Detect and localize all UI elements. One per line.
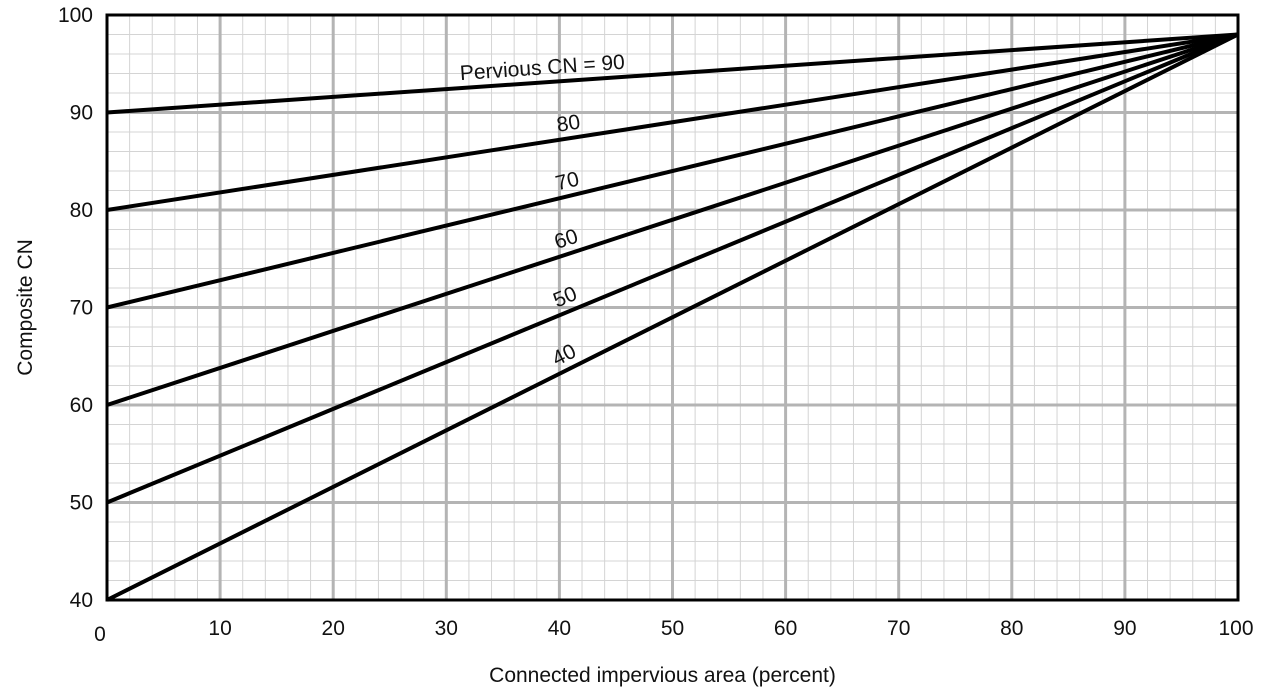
x-tick-label: 70 xyxy=(887,617,910,640)
x-tick-label: 90 xyxy=(1113,617,1136,640)
x-tick-label: 20 xyxy=(322,617,345,640)
x-tick-label: 100 xyxy=(1218,617,1253,640)
x-axis-title: Connected impervious area (percent) xyxy=(489,664,836,687)
series-line-90 xyxy=(106,32,1239,115)
x-tick-label: 40 xyxy=(548,617,571,640)
x-tick-label: 50 xyxy=(661,617,684,640)
x-tick-label: 30 xyxy=(435,617,458,640)
y-tick-label: 80 xyxy=(70,199,93,222)
series-label-80: 80 xyxy=(555,111,582,137)
x-tick-label: 60 xyxy=(774,617,797,640)
series-label-70: 70 xyxy=(553,168,581,196)
series-lines xyxy=(106,32,1239,602)
y-tick-label: 90 xyxy=(70,102,93,125)
y-axis-title: Composite CN xyxy=(14,239,37,376)
x-tick-label: 0 xyxy=(94,623,106,646)
series-line-60 xyxy=(106,32,1239,407)
series-line-50 xyxy=(106,32,1239,505)
series-line-40 xyxy=(106,32,1239,602)
y-tick-label: 70 xyxy=(70,297,93,320)
y-tick-label: 40 xyxy=(70,589,93,612)
series-line-80 xyxy=(106,32,1239,212)
x-tick-label: 10 xyxy=(208,617,231,640)
x-tick-labels: 0 10 20 30 40 50 60 70 80 90 100 xyxy=(94,617,1253,646)
y-tick-label: 60 xyxy=(70,394,93,417)
y-tick-label: 50 xyxy=(70,492,93,515)
y-tick-labels: 40 50 60 70 80 90 100 xyxy=(58,4,93,612)
series-line-70 xyxy=(106,32,1239,310)
x-tick-label: 80 xyxy=(1000,617,1023,640)
y-tick-label: 100 xyxy=(58,4,93,27)
